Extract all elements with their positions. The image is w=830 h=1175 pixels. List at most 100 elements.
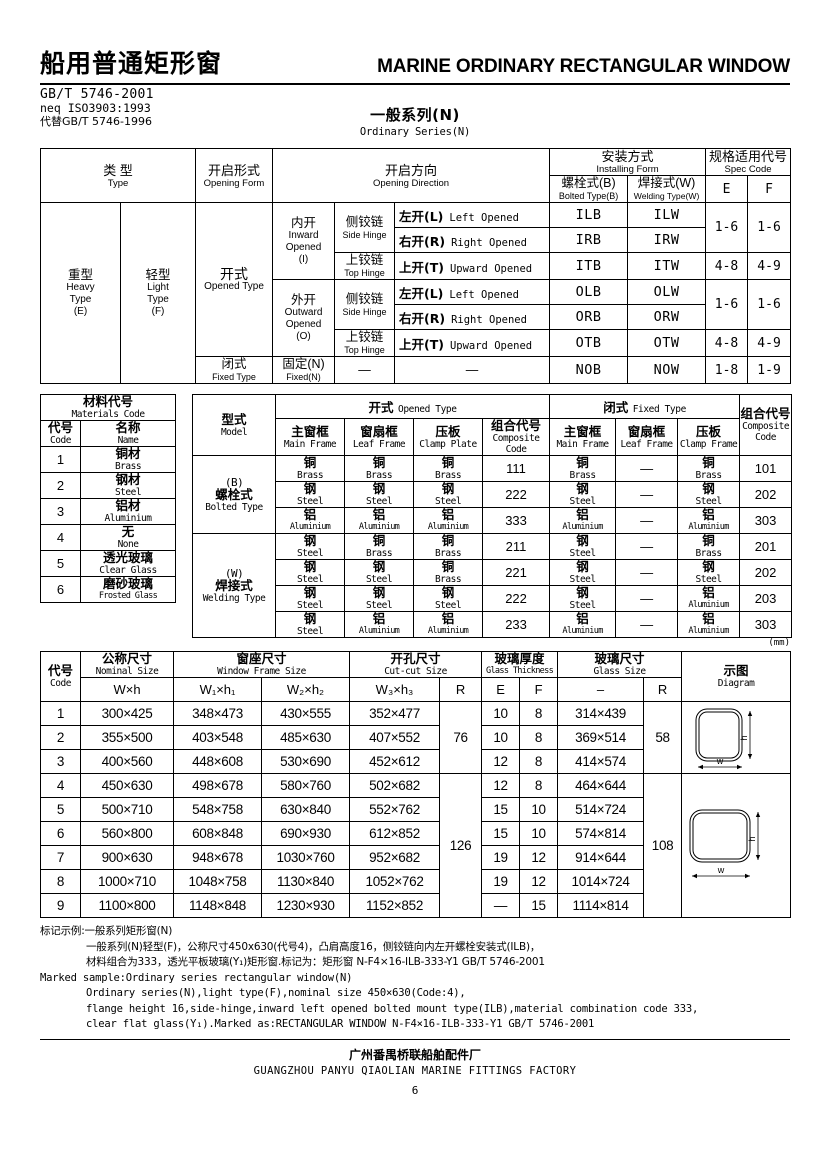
type-heavy-cn: 重型 [67, 268, 93, 282]
material-code-4: 4 [40, 524, 81, 551]
mat-en: Brass [434, 574, 462, 585]
th-spec-f: F [747, 175, 792, 203]
mat-en: Steel [569, 496, 597, 507]
title-english: MARINE ORDINARY RECTANGULAR WINDOW [377, 56, 790, 77]
material-code-6: 6 [40, 576, 81, 603]
cell-f-code: 303 [739, 611, 793, 638]
dim-frame1: 608×848 [173, 821, 262, 846]
mat-en: Aluminium [688, 522, 729, 532]
th-frame-size: 窗座尺寸 Window Frame Size [172, 651, 351, 678]
mat-en: Brass [569, 470, 597, 481]
type-light-en2: Type [147, 294, 169, 305]
mat-cn: 铜 [372, 533, 386, 548]
dim-nominal: 400×560 [80, 749, 174, 774]
mat-en: Aluminium [427, 522, 469, 532]
table-row: 闭式 Fixed Type 固定(N) Fixed(N) — — NOB NOW… [41, 356, 792, 384]
dim-frame2: 430×555 [260, 701, 351, 726]
cell-f-clamp: 铝 Aluminium [677, 507, 741, 534]
footer-rule [40, 1038, 790, 1040]
table-row: 1 铜材 Brass [40, 446, 177, 473]
diagram-cell-small: h w [681, 701, 792, 774]
dim-nominal: 300×425 [80, 701, 174, 726]
cell-spec-f-i-side: 1-6 [747, 202, 792, 253]
dir-left-cn: 左开(L) [399, 208, 444, 224]
th-welding-cn: 焊接式(W) [637, 176, 696, 190]
cell-f-clamp: 铝 Aluminium [677, 585, 741, 612]
th-composite-en1: Composite [492, 433, 540, 444]
cell-bolted-olb: OLB [549, 279, 629, 305]
th-installing-form: 安装方式 Installing Form [549, 148, 707, 176]
cell-bolted-ilb: ILB [549, 202, 629, 228]
th-model-cn: 型式 [221, 411, 247, 427]
welding-en: Welding Type [202, 592, 266, 604]
welding-cn: 焊接式 [215, 577, 253, 593]
table-row: 3 400×560 448×608 530×690 452×612 12 8 4… [40, 749, 791, 774]
mat-cn: 铜 [303, 455, 317, 470]
fixed-n-en: Fixed(N) [286, 372, 321, 382]
table-row: 3 铝材 Aluminium [40, 498, 177, 525]
th-leaf-frame-fixed: 窗扇框 Leaf Frame [615, 418, 679, 456]
cell-bolted-nob: NOB [549, 356, 629, 384]
mat-cn: 钢 [576, 481, 589, 496]
mat-en: Aluminium [688, 626, 729, 636]
standard-block: GB/T 5746-2001 neq ISO3903:1993 代替GB/T 5… [40, 88, 790, 144]
material-name-en: Clear Glass [99, 565, 157, 576]
cell-bolted-otb: OTB [549, 329, 629, 357]
table-row: 6 磨砂玻璃 Frosted Glass [40, 576, 177, 603]
material-name-6: 磨砂玻璃 Frosted Glass [79, 576, 177, 603]
th-main-frame-fixed: 主窗框 Main Frame [549, 418, 617, 456]
mat-cn: 铝 [441, 611, 455, 626]
cell-f-leaf-dash: — [615, 481, 679, 508]
th-material-code: 代号 Code [40, 420, 81, 447]
company-name-cn: 广州番禺桥联船舶配件厂 [348, 1047, 481, 1062]
cell-spec-f-fixed: 1-9 [747, 356, 792, 384]
dim-f: 12 [519, 869, 559, 894]
mat-en: Steel [569, 548, 597, 559]
table-row: 1 300×425 348×473 430×555 352×477 76 10 … [40, 701, 792, 774]
cell-o-code: 333 [482, 507, 551, 534]
material-name-en: Brass [114, 461, 142, 472]
standard-code: GB/T 5746-2001 [40, 87, 154, 102]
cell-welding-itw: ITW [627, 252, 707, 280]
side-hinge-en: Side Hinge [342, 229, 387, 240]
cell-o-clamp: 铝 Aluminium [413, 507, 484, 534]
th-main-frame-en: Main Frame [283, 438, 337, 450]
table-row: (W) 焊接式 Welding Type 钢 Steel 铜 Brass 铜 Bras… [192, 533, 793, 638]
dir-right-cn: 右开(R) [399, 233, 446, 249]
cell-welding-otw: OTW [627, 329, 707, 357]
th-frame-cn: 窗座尺寸 [236, 651, 287, 666]
dir-left-cn: 左开(L) [399, 285, 444, 301]
cell-o-code: 222 [482, 481, 551, 508]
title-chinese: 船用普通矩形窗 [40, 49, 223, 78]
th-fixed-group: 闭式 Fixed Type [549, 394, 741, 419]
table-row-header1: 代号 Code 公称尺寸 Nominal Size 窗座尺寸 Window Fr… [40, 651, 792, 702]
cell-fixed-direction-dash: — [393, 356, 551, 384]
mat-en: Steel [296, 574, 324, 585]
th-fixed-cn: 闭式 [603, 399, 629, 415]
table-row: 上铰链 Top Hinge 上开(T) Upward Opened OTB OTW… [41, 329, 792, 357]
dim-frame2: 485×630 [260, 725, 351, 750]
mat-cn: 铝 [702, 611, 715, 626]
dim-frame2: 690×930 [260, 821, 351, 846]
type-heavy-en2: Type [69, 294, 92, 305]
th-welding-en: Welding Type(W) [633, 191, 700, 201]
dim-f: 10 [519, 821, 559, 846]
svg-text:h: h [739, 735, 749, 740]
table-type-opening: 类 型 Type 开启形式 Opening Form 开启方向 Opening … [40, 148, 792, 384]
table-row-header2: 主窗框 Main Frame 窗扇框 Leaf Frame 压板 Clamp P… [193, 418, 792, 456]
mat-cn: 钢 [372, 585, 386, 600]
cell-welding-now: NOW [627, 356, 707, 384]
top-hinge-en: Top Hinge [344, 268, 385, 278]
dir-up-cn: 上开(T) [399, 336, 444, 352]
cell-f-clamp: 铝 Aluminium [677, 611, 741, 638]
th-opening-form: 开启形式 Opening Form [195, 148, 273, 203]
th-type-cn: 类 型 [103, 162, 133, 178]
table-row: 重型 Heavy Type (E) 轻型 Light Type (F) 开式 O… [40, 202, 792, 384]
mat-en: Steel [365, 496, 393, 507]
mat-en: Aluminium [289, 522, 331, 532]
cell-f-leaf-dash: — [615, 455, 679, 482]
dim-glass: 464×644 [557, 773, 645, 798]
th-bolted: 螺栓式(B) Bolted Type(B) [549, 175, 629, 203]
th-leaf-frame-cn: 窗扇框 [360, 423, 398, 439]
side-hinge-cn: 侧铰链 [345, 291, 384, 306]
